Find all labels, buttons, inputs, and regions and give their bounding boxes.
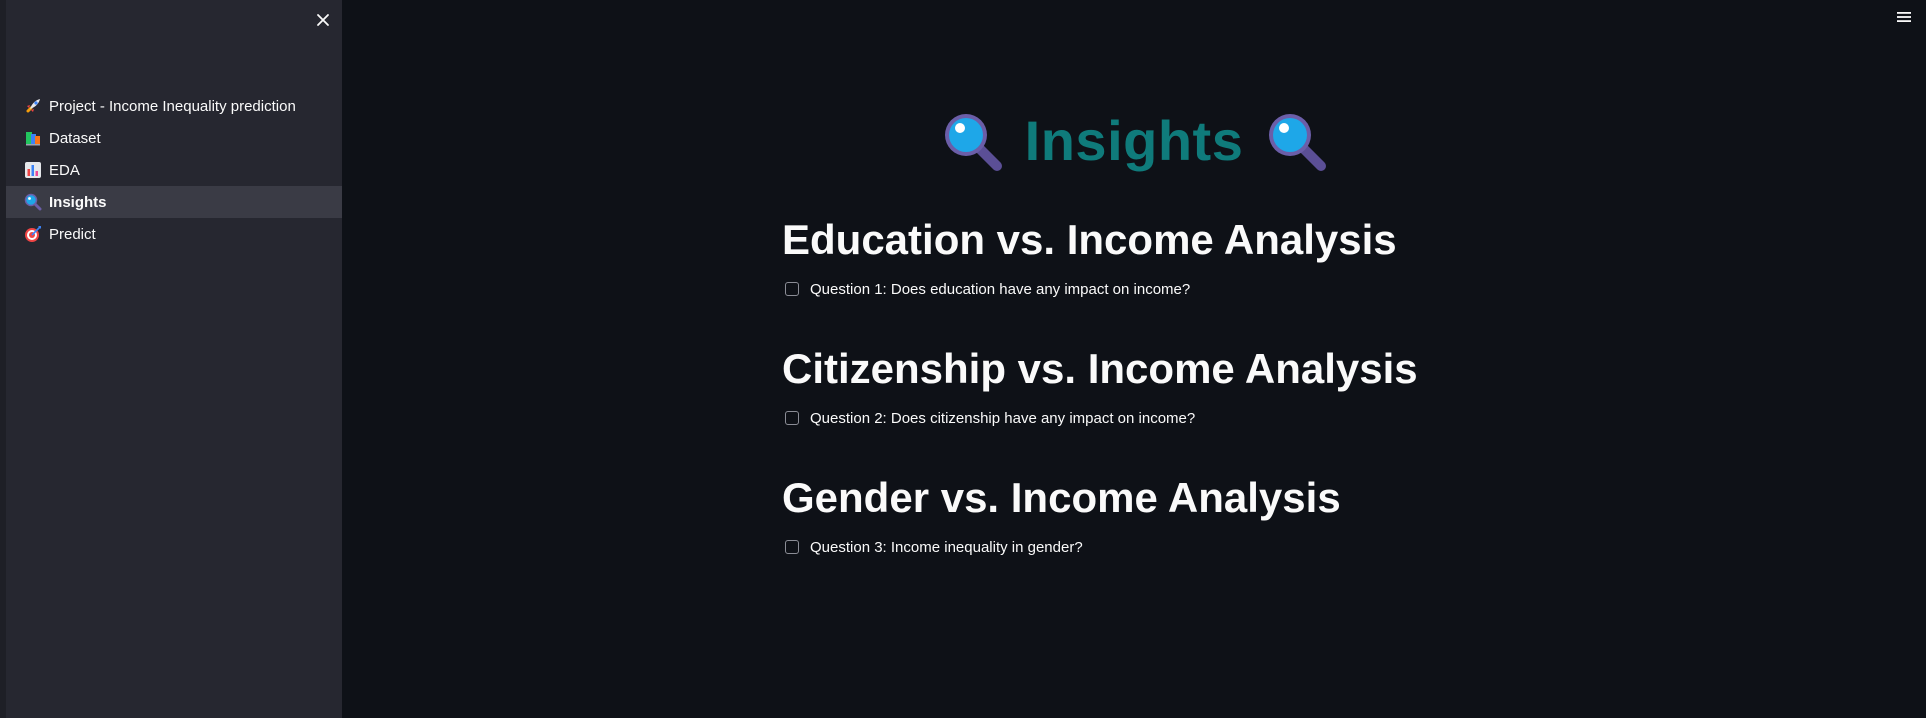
question-1-checkbox[interactable] — [785, 282, 799, 296]
main-menu-button[interactable] — [1892, 6, 1916, 28]
checkbox-label: Question 2: Does citizenship have any im… — [810, 409, 1196, 427]
rocket-icon — [24, 97, 42, 115]
window-edge — [0, 0, 6, 718]
sidebar-item-label: Project - Income Inequality prediction — [49, 97, 296, 115]
question-1-checkbox-row[interactable]: Question 1: Does education have any impa… — [782, 274, 1542, 304]
sidebar: Project - Income Inequality prediction D… — [6, 0, 342, 718]
checkbox-label: Question 1: Does education have any impa… — [810, 280, 1191, 298]
close-sidebar-button[interactable] — [309, 6, 337, 34]
main-content: Insights Education vs. Income Analysis Q… — [342, 0, 1926, 718]
sidebar-item-project[interactable]: Project - Income Inequality prediction — [6, 90, 342, 122]
magnifying-glass-icon — [944, 113, 1002, 171]
checkbox-label: Question 3: Income inequality in gender? — [810, 538, 1083, 556]
education-section: Education vs. Income Analysis Question 1… — [782, 210, 1542, 304]
hamburger-menu-icon — [1897, 12, 1911, 22]
sidebar-item-insights[interactable]: Insights — [6, 186, 342, 218]
sidebar-item-label: EDA — [49, 161, 80, 179]
section-heading: Gender vs. Income Analysis — [782, 474, 1341, 521]
section-heading: Citizenship vs. Income Analysis — [782, 345, 1418, 392]
sidebar-item-label: Insights — [49, 193, 107, 211]
insights-content: Education vs. Income Analysis Question 1… — [782, 210, 1542, 597]
sidebar-nav: Project - Income Inequality prediction D… — [6, 90, 342, 250]
question-2-checkbox[interactable] — [785, 411, 799, 425]
sidebar-item-label: Predict — [49, 225, 96, 243]
magnifying-glass-icon — [24, 193, 42, 211]
sidebar-item-predict[interactable]: Predict — [6, 218, 342, 250]
sidebar-item-dataset[interactable]: Dataset — [6, 122, 342, 154]
sidebar-item-eda[interactable]: EDA — [6, 154, 342, 186]
page-title: Insights — [1024, 109, 1244, 172]
citizenship-section: Citizenship vs. Income Analysis Question… — [782, 339, 1542, 433]
question-2-checkbox-row[interactable]: Question 2: Does citizenship have any im… — [782, 403, 1542, 433]
magnifying-glass-icon — [1269, 113, 1327, 171]
books-icon — [24, 129, 42, 147]
close-icon — [317, 14, 329, 26]
question-3-checkbox[interactable] — [785, 540, 799, 554]
title-row: Insights — [342, 108, 1926, 173]
section-heading: Education vs. Income Analysis — [782, 216, 1397, 263]
bar-chart-icon — [24, 161, 42, 179]
target-icon — [24, 225, 42, 243]
sidebar-item-label: Dataset — [49, 129, 101, 147]
gender-section: Gender vs. Income Analysis Question 3: I… — [782, 468, 1542, 562]
question-3-checkbox-row[interactable]: Question 3: Income inequality in gender? — [782, 532, 1542, 562]
